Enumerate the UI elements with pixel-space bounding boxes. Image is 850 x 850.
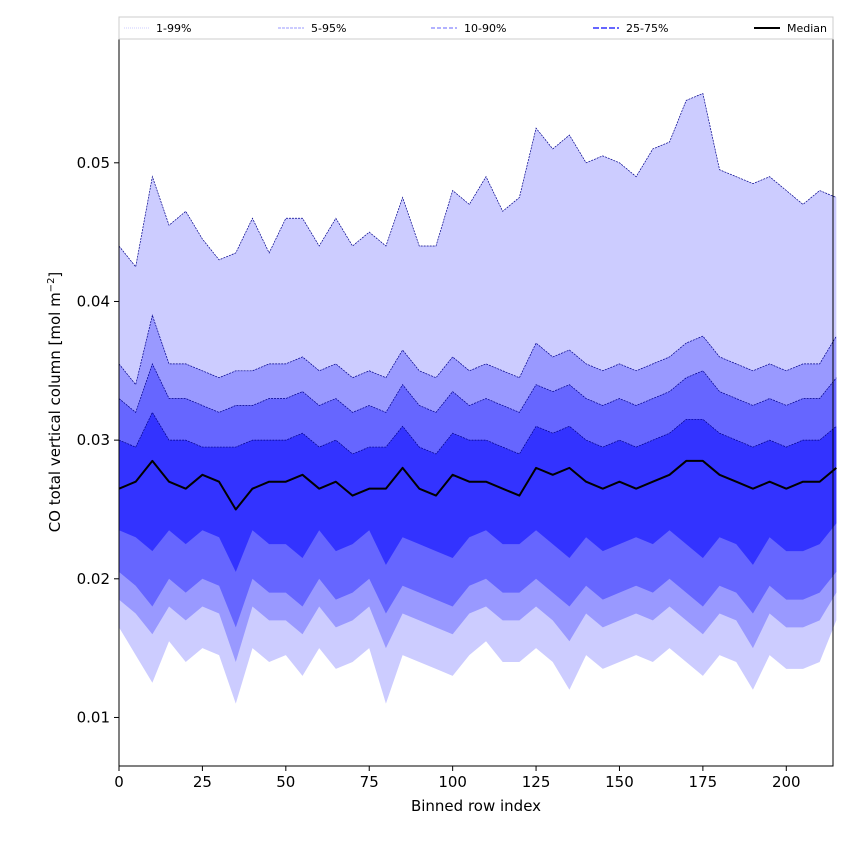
band-upper-edge-25-75%	[118, 411, 837, 455]
axis-ticks: 0 25 50 75 100 125 150 175 200 0.01 0.02 0.03 0.04 0.…	[77, 154, 801, 791]
y-tick-label-2: 0.03	[77, 431, 110, 449]
band-25-75%	[119, 412, 837, 572]
y-axis-title: CO total vertical column [mol m−2]	[46, 272, 64, 533]
band-upper-edge-5-95%	[118, 314, 837, 386]
band-upper-edge-10-90%	[118, 362, 837, 413]
legend: 1-99% 5-95% 10-90% 25-75% Median	[118, 16, 834, 40]
band-upper-edge-1-99%	[118, 92, 837, 268]
x-tick-label-150: 150	[605, 773, 634, 791]
x-tick-label-200: 200	[772, 773, 801, 791]
median-layer	[118, 459, 837, 511]
y-tick-label-4: 0.05	[77, 154, 110, 172]
legend-label-25-75: 25-75%	[626, 22, 668, 35]
legend-label-1-99: 1-99%	[156, 22, 191, 35]
x-tick-label-125: 125	[522, 773, 551, 791]
legend-label-5-95: 5-95%	[311, 22, 346, 35]
median-line	[118, 459, 837, 511]
x-tick-label-100: 100	[438, 773, 467, 791]
x-tick-label-25: 25	[193, 773, 212, 791]
x-axis-title: Binned row index	[411, 797, 541, 815]
x-tick-label-50: 50	[276, 773, 295, 791]
x-tick-label-175: 175	[689, 773, 718, 791]
legend-label-10-90: 10-90%	[464, 22, 506, 35]
x-tick-label-0: 0	[114, 773, 124, 791]
percentile-bands	[118, 92, 837, 704]
y-tick-label-0: 0.01	[77, 708, 110, 726]
legend-label-median: Median	[787, 22, 827, 35]
y-tick-label-1: 0.02	[77, 570, 110, 588]
x-tick-label-75: 75	[360, 773, 379, 791]
y-tick-label-3: 0.04	[77, 292, 110, 310]
legend-frame	[118, 16, 834, 40]
